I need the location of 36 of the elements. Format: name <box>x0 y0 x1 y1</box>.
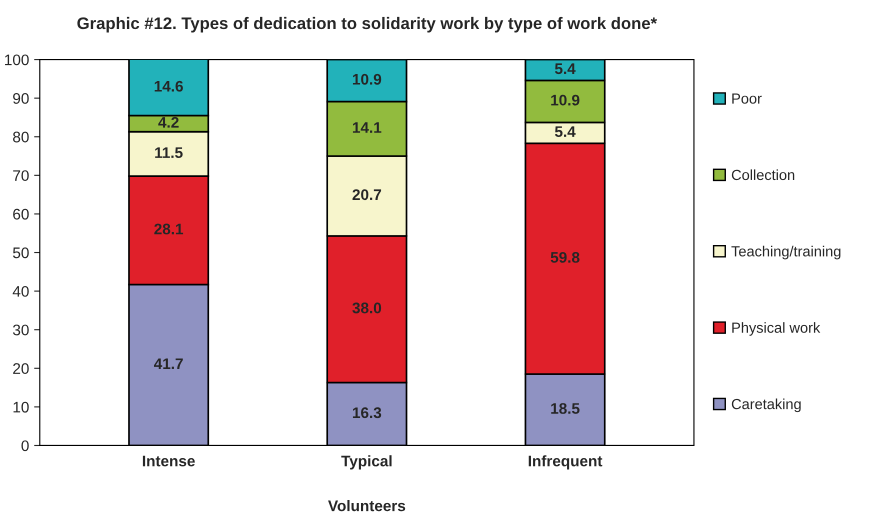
data-label: 38.0 <box>352 302 382 314</box>
y-tick-label: 10 <box>14 402 29 413</box>
y-tick-label: 60 <box>13 208 29 220</box>
y-tick-label: 70 <box>13 170 29 182</box>
y-tick-label: 90 <box>13 93 29 104</box>
data-label: 14.1 <box>352 122 382 133</box>
y-tick-label: 0 <box>21 440 29 452</box>
data-label: 11.5 <box>155 147 183 158</box>
data-label: 10.9 <box>551 94 580 106</box>
legend-label: Teaching/training <box>731 246 840 260</box>
data-label: 16.3 <box>352 407 382 418</box>
y-tick-label: 50 <box>12 247 29 258</box>
y-tick-label: 40 <box>12 286 29 297</box>
data-label: 4.2 <box>158 116 179 128</box>
x-axis-title: Volunteers <box>328 500 406 512</box>
chart-title: Graphic #12. Types of dedication to solidarity work by type of work done* <box>77 16 658 32</box>
legend-label: Caretaking <box>732 398 801 412</box>
data-label: 10.9 <box>352 74 382 85</box>
data-label: 5.4 <box>554 126 576 137</box>
x-tick-label: Infrequent <box>528 455 602 470</box>
legend-label: Collection <box>732 169 794 180</box>
legend-label: Physical work <box>732 322 820 336</box>
y-tick-label: 30 <box>12 324 29 336</box>
data-label: 18.5 <box>551 403 580 414</box>
x-tick-label: Intense <box>142 456 195 466</box>
data-label: 14.6 <box>154 80 183 92</box>
data-label: 28.1 <box>154 224 184 234</box>
y-tick-label: 80 <box>13 132 29 142</box>
legend-label: Poor <box>732 94 762 104</box>
data-label: 41.7 <box>154 358 183 369</box>
data-label: 59.8 <box>550 252 580 263</box>
x-tick-label: Typical <box>341 455 392 470</box>
data-label: 5.4 <box>554 63 576 74</box>
y-tick-label: 20 <box>13 363 29 374</box>
y-tick-label: 100 <box>5 54 29 66</box>
data-label: 20.7 <box>352 189 382 200</box>
